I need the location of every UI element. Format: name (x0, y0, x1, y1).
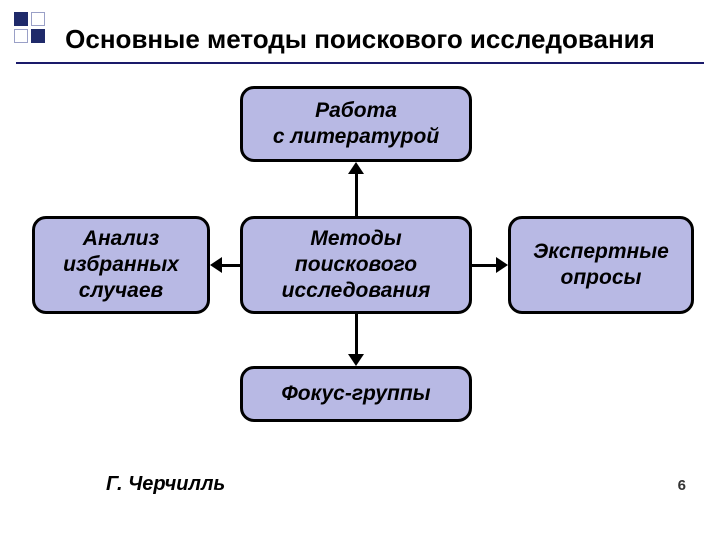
node-focus-groups: Фокус-группы (240, 366, 472, 422)
arrow-head (496, 257, 508, 273)
title-underline (16, 62, 704, 64)
arrow-shaft (355, 172, 358, 216)
node-label: Экспертные (533, 240, 669, 263)
node-center-methods: Методы поискового исследования (240, 216, 472, 314)
node-label: Методы (310, 227, 401, 250)
node-label: Анализ (83, 227, 159, 250)
arrow-head (348, 162, 364, 174)
arrow-head (348, 354, 364, 366)
node-label: Фокус-группы (281, 382, 430, 405)
node-label: случаев (79, 279, 163, 302)
node-label: опросы (561, 266, 642, 289)
node-expert-surveys: Экспертные опросы (508, 216, 694, 314)
arrow-shaft (355, 314, 358, 356)
arrow-shaft (472, 264, 498, 267)
author-caption: Г. Черчилль (106, 473, 225, 496)
node-literature: Работа с литературой (240, 86, 472, 162)
node-case-analysis: Анализ избранных случаев (32, 216, 210, 314)
node-label: Работа (315, 99, 397, 122)
page-number: 6 (678, 477, 686, 494)
arrow-shaft (220, 264, 240, 267)
node-label: поискового (295, 253, 417, 276)
node-label: избранных (63, 253, 179, 276)
node-label: исследования (282, 279, 431, 302)
page-title: Основные методы поискового исследования (0, 24, 720, 55)
node-label: с литературой (273, 125, 439, 148)
arrow-head (210, 257, 222, 273)
